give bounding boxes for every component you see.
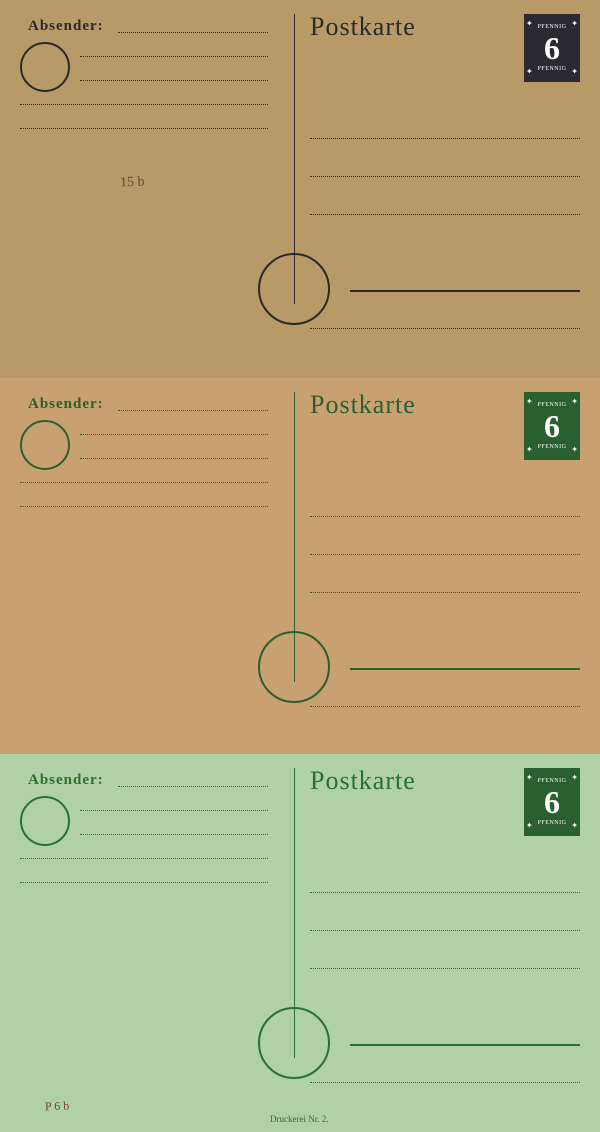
recipient-city-line	[350, 668, 580, 670]
postcard-3: Absender: Postkarte ✦ ✦ PFENNIG 6 PFENNI…	[0, 754, 600, 1132]
stamp-value: 6	[524, 786, 580, 818]
sender-line	[80, 458, 268, 459]
recipient-city-line	[350, 290, 580, 292]
center-circle-icon	[258, 631, 330, 703]
recipient-line	[310, 892, 580, 893]
stamp-imprint: ✦ ✦ PFENNIG 6 PFENNIG ✦ ✦	[524, 392, 580, 460]
recipient-line	[310, 138, 580, 139]
sender-line	[20, 858, 268, 859]
recipient-line	[310, 592, 580, 593]
postkarte-title: Postkarte	[310, 766, 416, 796]
postkarte-title: Postkarte	[310, 12, 416, 42]
sender-line	[80, 80, 268, 81]
absender-label: Absender:	[28, 18, 104, 35]
postcard-1: Absender: Postkarte ✦ ✦ PFENNIG 6 PFENNI…	[0, 0, 600, 378]
sender-circle-icon	[20, 42, 70, 92]
recipient-line	[310, 1082, 580, 1083]
sender-circle-icon	[20, 796, 70, 846]
sender-line	[20, 506, 268, 507]
recipient-line	[310, 176, 580, 177]
sender-line	[118, 32, 268, 33]
stamp-imprint: ✦ ✦ PFENNIG 6 PFENNIG ✦ ✦	[524, 14, 580, 82]
stamp-imprint: ✦ ✦ PFENNIG 6 PFENNIG ✦ ✦	[524, 768, 580, 836]
recipient-line	[310, 968, 580, 969]
sender-line	[20, 104, 268, 105]
sender-line	[20, 482, 268, 483]
sender-line	[80, 834, 268, 835]
sender-line	[20, 882, 268, 883]
absender-label: Absender:	[28, 772, 104, 789]
sender-line	[20, 128, 268, 129]
recipient-line	[310, 328, 580, 329]
handwritten-annotation: P 6 b	[45, 1099, 70, 1115]
recipient-line	[310, 706, 580, 707]
sender-line	[80, 56, 268, 57]
absender-label: Absender:	[28, 396, 104, 413]
recipient-city-line	[350, 1044, 580, 1046]
center-circle-icon	[258, 1007, 330, 1079]
sender-circle-icon	[20, 420, 70, 470]
sender-line	[80, 810, 268, 811]
recipient-line	[310, 516, 580, 517]
sender-line	[118, 786, 268, 787]
sender-line	[80, 434, 268, 435]
recipient-line	[310, 214, 580, 215]
postcard-2: Absender: Postkarte ✦ ✦ PFENNIG 6 PFENNI…	[0, 378, 600, 754]
center-circle-icon	[258, 253, 330, 325]
handwritten-annotation: 15 b	[120, 175, 145, 192]
stamp-value: 6	[524, 410, 580, 442]
stamp-value: 6	[524, 32, 580, 64]
sender-line	[118, 410, 268, 411]
postkarte-title: Postkarte	[310, 390, 416, 420]
recipient-line	[310, 930, 580, 931]
printer-text: Druckerei Nr. 2.	[270, 1114, 328, 1124]
recipient-line	[310, 554, 580, 555]
